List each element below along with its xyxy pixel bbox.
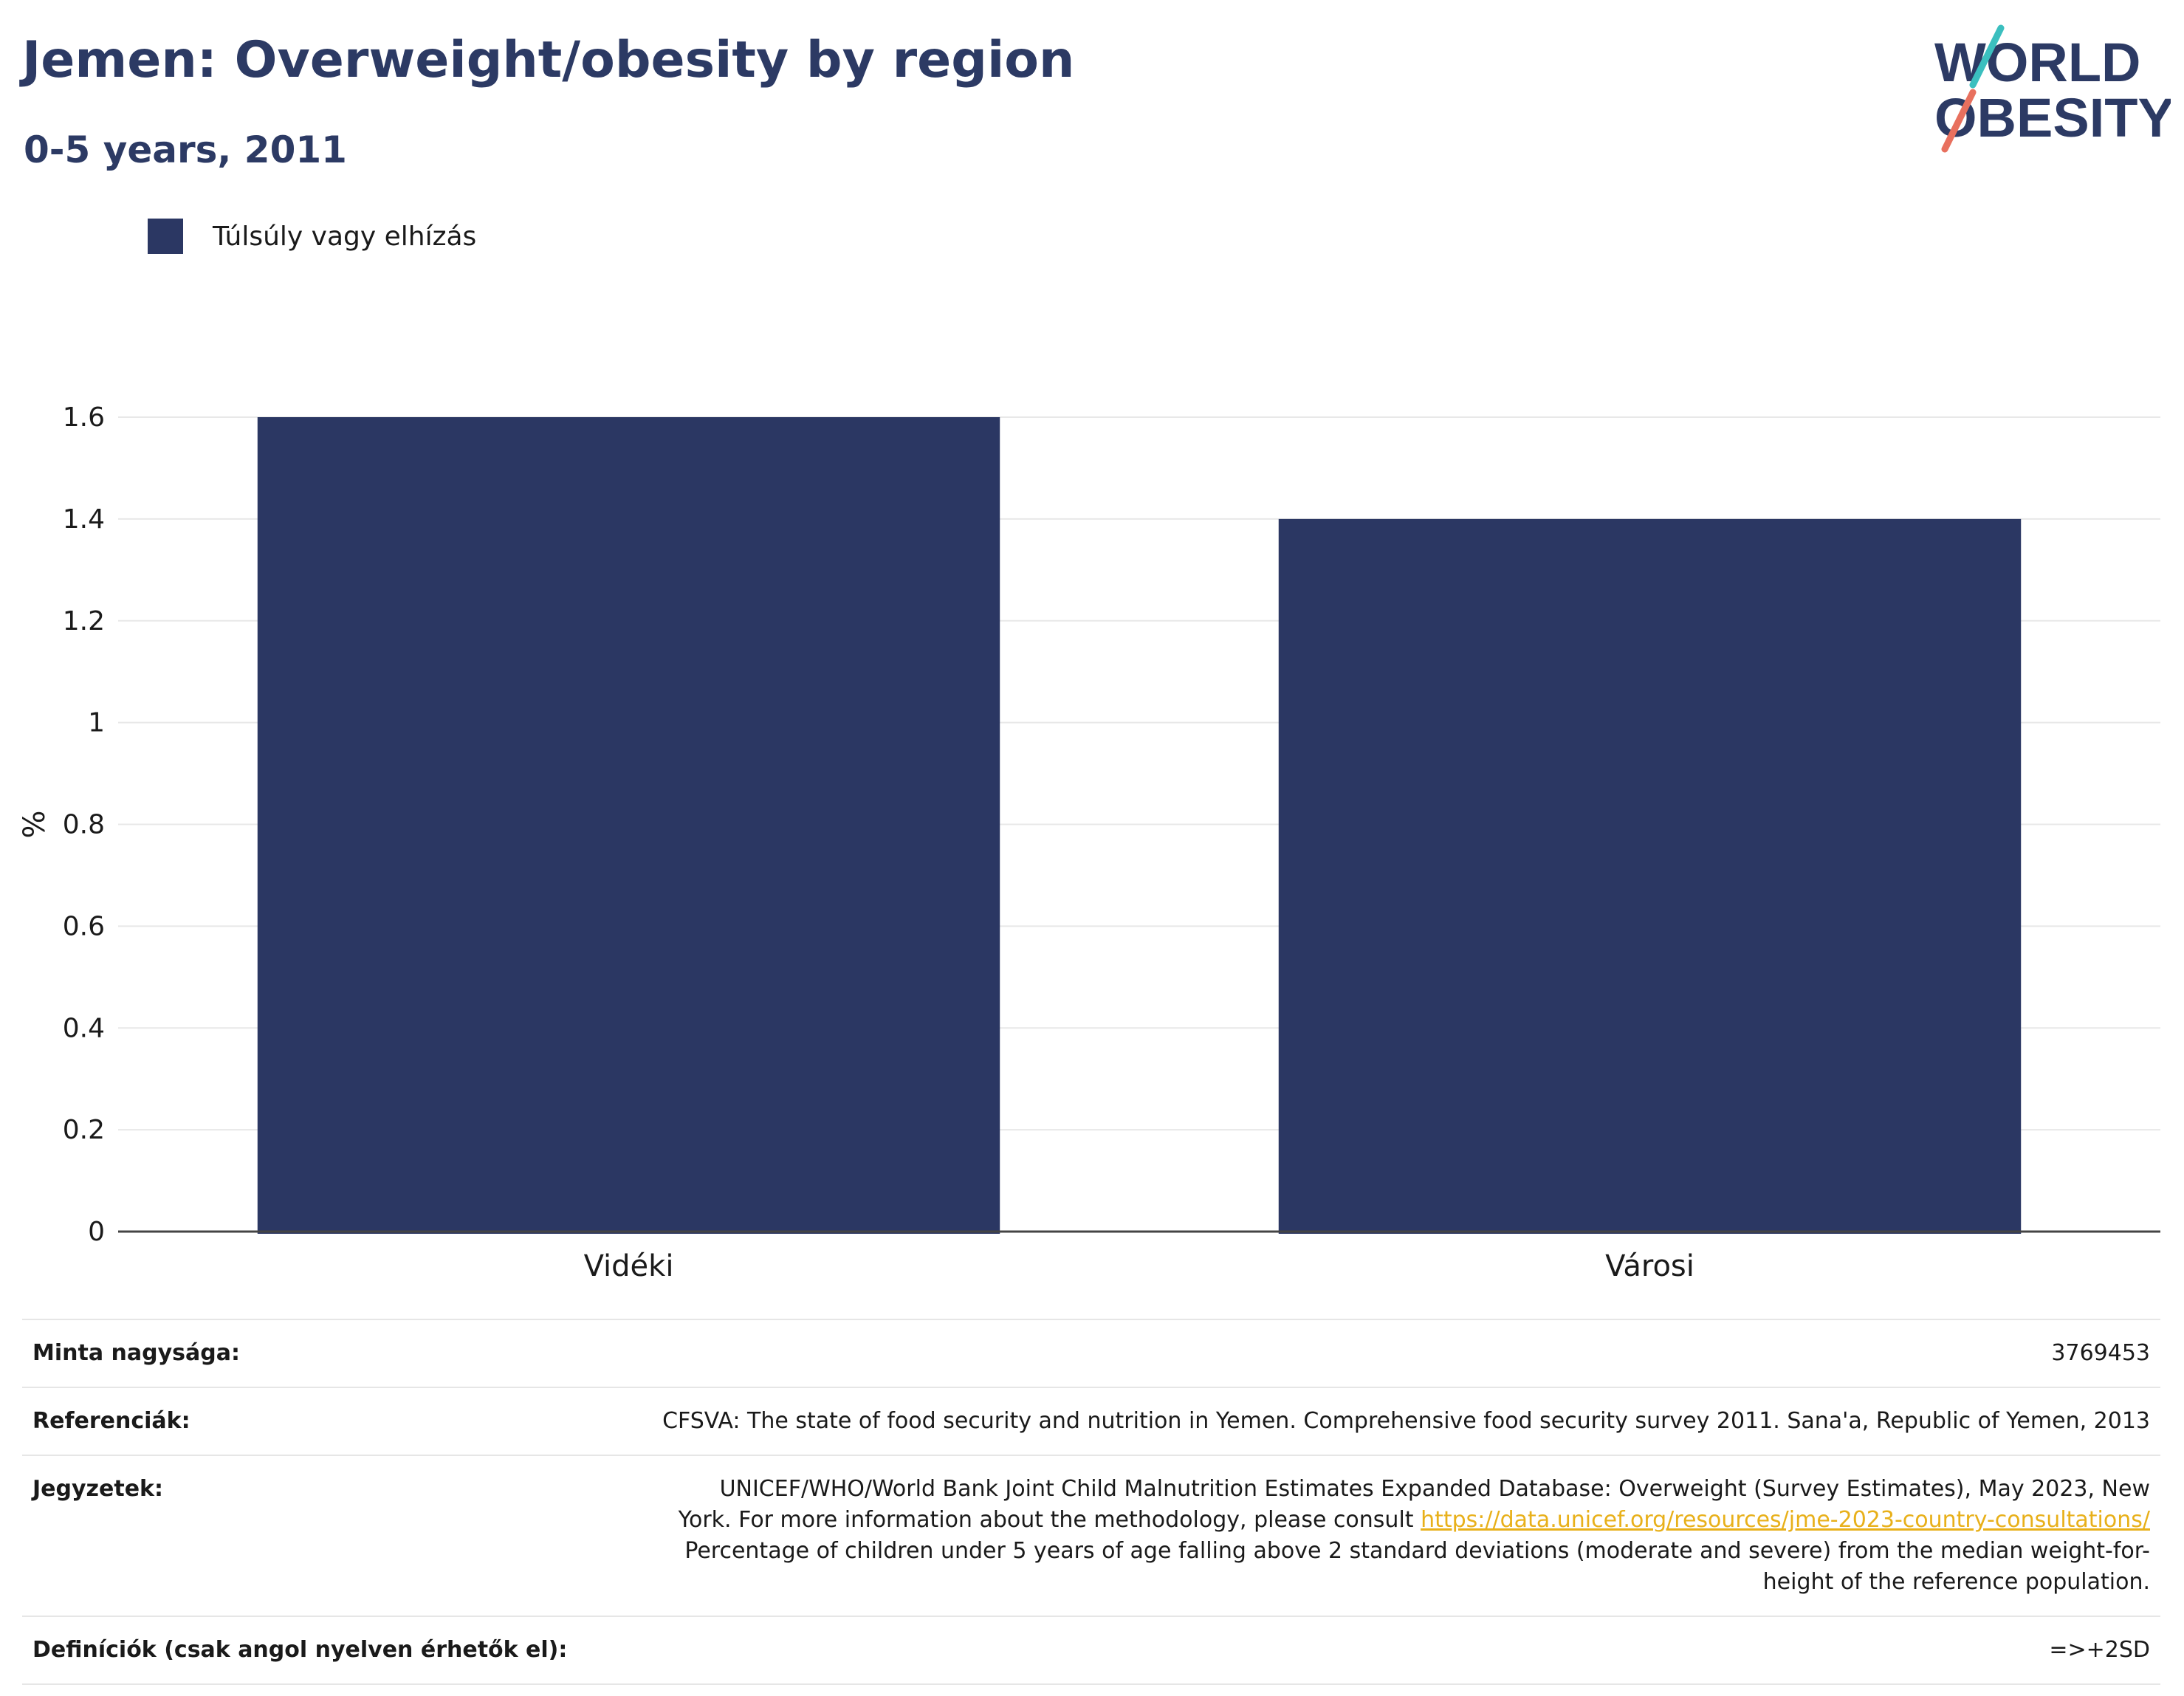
notes-label: Jegyzetek:	[32, 1476, 163, 1502]
y-tick-label-6: 1.2	[63, 606, 105, 636]
definitions-label: Definíciók (csak angol nyelven érhetők e…	[32, 1637, 568, 1663]
methodology-link[interactable]: https://data.unicef.org/resources/jme-20…	[1421, 1507, 2150, 1533]
bar-chart: 0 0.2 0.4 0.6 0.8 1 1.2 1.4 1.6% Vidéki Városi	[18, 402, 2160, 1283]
y-axis-title: %	[18, 810, 52, 838]
definitions-value: =>+2SD	[2049, 1637, 2150, 1663]
notes-line-4: height of the reference population.	[1762, 1569, 2150, 1595]
y-tick-label-8: 1.6	[63, 402, 105, 433]
notes-line-3: Percentage of children under 5 years of …	[684, 1538, 2150, 1564]
footer-row-notes: Jegyzetek: UNICEF/WHO/World Bank Joint C…	[22, 1455, 2160, 1616]
y-tick-label-7: 1.4	[63, 504, 105, 535]
y-tick-label-3: 0.6	[63, 911, 105, 941]
footer-row-references: Referenciák: CFSVA: The state of food se…	[22, 1387, 2160, 1455]
references-label: Referenciák:	[32, 1408, 190, 1434]
y-tick-label-4: 0.8	[63, 810, 105, 840]
y-tick-label-5: 1	[88, 708, 105, 738]
bar-0	[257, 417, 1000, 1234]
y-tick-label-1: 0.2	[63, 1115, 105, 1145]
notes-line-2: York. For more information about the met…	[679, 1505, 2150, 1536]
sample-label: Minta nagysága:	[32, 1340, 240, 1366]
page-title: Jemen: Overweight/obesity by region	[22, 31, 1075, 89]
logo-teal-slash	[1969, 24, 2005, 89]
legend: Túlsúly vagy elhízás	[148, 219, 476, 254]
legend-swatch	[148, 219, 183, 254]
footer-table: Minta nagysága: 3769453 Referenciák: CFS…	[22, 1319, 2160, 1685]
world-obesity-logo: WORLD OBESITY	[1934, 24, 2171, 153]
notes-line-1: UNICEF/WHO/World Bank Joint Child Malnut…	[719, 1476, 2150, 1502]
references-value: CFSVA: The state of food security and nu…	[662, 1408, 2150, 1434]
x-tick-label-0: Vidéki	[584, 1249, 674, 1283]
logo-coral-slash	[1941, 89, 1977, 153]
notes-value: UNICEF/WHO/World Bank Joint Child Malnut…	[679, 1474, 2150, 1598]
sample-value: 3769453	[2051, 1340, 2150, 1366]
notes-line-2-prefix: York. For more information about the met…	[678, 1507, 1421, 1533]
y-tick-label-0: 0	[88, 1217, 105, 1247]
footer-row-sample: Minta nagysága: 3769453	[22, 1319, 2160, 1387]
x-tick-label-1: Városi	[1605, 1249, 1694, 1283]
y-tick-label-2: 0.4	[63, 1013, 105, 1043]
page-subtitle: 0-5 years, 2011	[24, 128, 347, 171]
bar-1	[1278, 518, 2022, 1234]
footer-row-definitions: Definíciók (csak angol nyelven érhetők e…	[22, 1616, 2160, 1685]
legend-label: Túlsúly vagy elhízás	[213, 221, 477, 252]
logo-line-1: WORLD	[1934, 32, 2141, 93]
